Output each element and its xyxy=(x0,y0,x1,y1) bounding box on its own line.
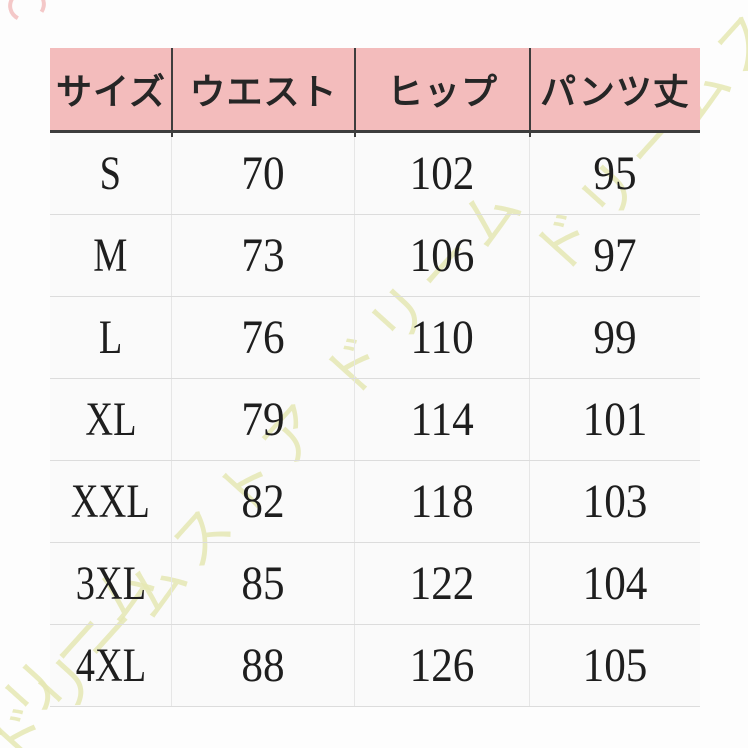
cell-size: XL xyxy=(50,379,172,460)
table-row: S 70 102 95 xyxy=(50,133,700,215)
cell-hip: 122 xyxy=(355,543,530,624)
corner-artifact xyxy=(4,0,50,27)
table-row: M 73 106 97 xyxy=(50,215,700,297)
cell-waist: 88 xyxy=(172,625,355,706)
cell-hip: 102 xyxy=(355,133,530,214)
cell-hip: 110 xyxy=(355,297,530,378)
cell-waist: 82 xyxy=(172,461,355,542)
size-table: サイズ ウエスト ヒップ パンツ丈 S 70 102 95 M 73 106 9… xyxy=(50,48,700,707)
table-row: L 76 110 99 xyxy=(50,297,700,379)
table-body-background xyxy=(50,133,700,707)
cell-size: L xyxy=(50,297,172,378)
cell-waist: 76 xyxy=(172,297,355,378)
table-row: XXL 82 118 103 xyxy=(50,461,700,543)
cell-length: 105 xyxy=(582,639,648,692)
cell-waist: 73 xyxy=(172,215,355,296)
header-divider xyxy=(529,48,531,137)
cell-size: M xyxy=(50,215,172,296)
cell-waist: 85 xyxy=(172,543,355,624)
cell-hip: 106 xyxy=(355,215,530,296)
cell-size: 4XL xyxy=(50,625,172,706)
cell-length: 104 xyxy=(582,557,648,610)
cell-length: 103 xyxy=(582,475,648,528)
header-cell-size: サイズ xyxy=(56,72,166,112)
header-divider xyxy=(354,48,356,137)
cell-size: XXL xyxy=(50,461,172,542)
header-cell-waist: ウエスト xyxy=(189,72,338,112)
header-divider xyxy=(171,48,173,137)
cell-length: 97 xyxy=(593,229,637,282)
table-header-row: サイズ ウエスト ヒップ パンツ丈 xyxy=(50,48,700,137)
header-cell-length: パンツ丈 xyxy=(540,72,690,112)
cell-waist: 70 xyxy=(172,133,355,214)
cell-size: 3XL xyxy=(50,543,172,624)
header-cell-hip: ヒップ xyxy=(386,72,498,112)
cell-hip: 126 xyxy=(355,625,530,706)
cell-length: 99 xyxy=(593,311,637,364)
cell-hip: 118 xyxy=(355,461,530,542)
cell-length: 95 xyxy=(593,147,637,200)
cell-hip: 114 xyxy=(355,379,530,460)
cell-waist: 79 xyxy=(172,379,355,460)
cell-length: 101 xyxy=(582,393,648,446)
table-row: 4XL 88 126 105 xyxy=(50,625,700,707)
table-row: 3XL 85 122 104 xyxy=(50,543,700,625)
table-row: XL 79 114 101 xyxy=(50,379,700,461)
cell-size: S xyxy=(50,133,172,214)
